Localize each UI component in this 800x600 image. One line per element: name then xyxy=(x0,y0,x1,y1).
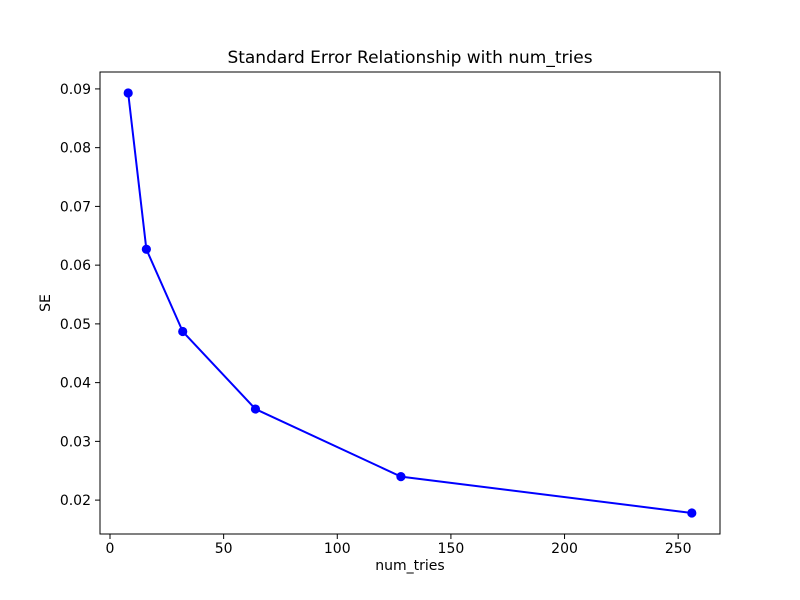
data-point-marker xyxy=(687,508,697,518)
y-tick-label: 0.03 xyxy=(60,434,91,450)
x-tick-label: 250 xyxy=(665,541,692,557)
axes-frame xyxy=(99,71,721,535)
x-tick-label: 0 xyxy=(106,541,115,557)
y-tick-label: 0.02 xyxy=(60,493,91,509)
chart-title: Standard Error Relationship with num_tri… xyxy=(227,48,592,68)
y-tick-label: 0.08 xyxy=(60,141,91,157)
data-point-marker xyxy=(396,472,406,482)
x-tick-label: 50 xyxy=(215,541,233,557)
y-tick-label: 0.06 xyxy=(60,258,91,274)
plot-area: 0 50 100 150 200 250 0.02 0.03 0.04 0.05 0.06 0.07 0… xyxy=(60,71,721,557)
data-point-marker xyxy=(178,326,188,337)
data-point-marker xyxy=(123,88,133,98)
se-data-line xyxy=(127,92,693,515)
data-point-marker xyxy=(250,404,261,414)
y-tick-label: 0.09 xyxy=(60,82,91,98)
x-tick-label: 150 xyxy=(438,541,465,557)
x-tick-label: 100 xyxy=(324,541,351,557)
y-axis-label: SE xyxy=(38,294,54,312)
y-tick-label: 0.07 xyxy=(60,199,91,215)
y-tick-label: 0.05 xyxy=(60,317,91,333)
x-tick-label: 200 xyxy=(551,541,578,557)
y-tick-label: 0.04 xyxy=(60,376,91,392)
x-axis-label: num_tries xyxy=(375,558,444,574)
data-point-marker xyxy=(141,244,151,254)
